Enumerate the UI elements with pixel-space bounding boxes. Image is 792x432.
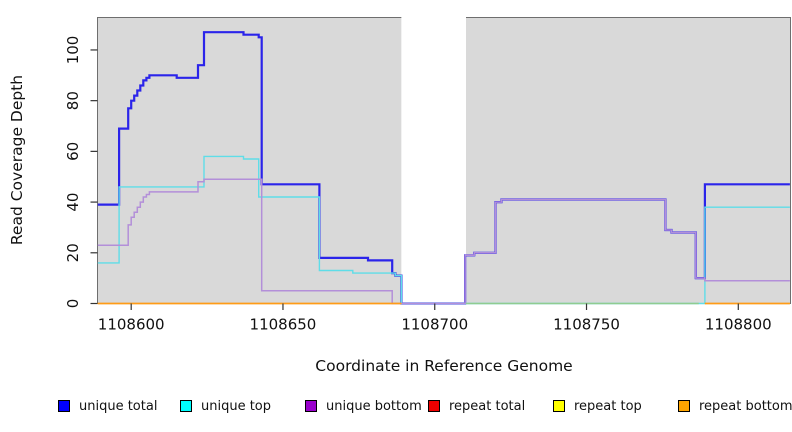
y-tick-label: 20 — [64, 243, 82, 262]
legend-item-repeat-total: repeat total — [428, 396, 525, 416]
legend-label-unique-total: unique total — [79, 398, 158, 414]
x-tick-label: 1108750 — [553, 316, 620, 334]
legend-item-unique-bottom: unique bottom — [305, 396, 422, 416]
legend-item-unique-total: unique total — [58, 396, 157, 416]
legend-swatch-repeat-top — [553, 400, 565, 412]
y-tick-label: 40 — [64, 193, 82, 212]
legend-label-unique-top: unique top — [201, 398, 272, 414]
chart-layer: 1108600 1108650 1108700 1108750 1108800 0 20 40… — [64, 16, 791, 334]
legend-swatch-repeat-total — [428, 400, 440, 412]
x-tick-label: 1108650 — [250, 316, 317, 334]
legend-label-repeat-total: repeat total — [449, 398, 526, 414]
y-tick-label: 80 — [64, 91, 82, 110]
legend-label-repeat-bottom: repeat bottom — [699, 398, 792, 414]
legend-swatch-unique-top — [180, 400, 192, 412]
y-tick-label: 100 — [64, 36, 82, 65]
y-tick-label: 60 — [64, 142, 82, 161]
plot-canvas: 1108600 1108650 1108700 1108750 1108800 0 20 40… — [8, 16, 791, 375]
x-axis-title: Coordinate in Reference Genome — [315, 357, 572, 375]
y-tick-label: 0 — [64, 299, 82, 309]
legend-swatch-repeat-bottom — [678, 400, 690, 412]
legend-item-repeat-top: repeat top — [553, 396, 642, 416]
legend-label-unique-bottom: unique bottom — [326, 398, 422, 414]
legend-swatch-unique-bottom — [305, 400, 317, 412]
legend: unique total unique top unique bottom repea… — [0, 396, 792, 420]
legend-label-repeat-top: repeat top — [574, 398, 642, 414]
x-tick-label: 1108600 — [98, 316, 165, 334]
legend-item-unique-top: unique top — [180, 396, 271, 416]
series-line-unique-bottom — [97, 178, 790, 305]
legend-swatch-unique-total — [58, 400, 70, 412]
x-tick-label: 1108800 — [705, 316, 772, 334]
masked-gap-region — [401, 16, 467, 306]
y-axis-title: Read Coverage Depth — [8, 75, 26, 245]
legend-item-repeat-bottom: repeat bottom — [678, 396, 792, 416]
x-tick-label: 1108700 — [401, 316, 468, 334]
